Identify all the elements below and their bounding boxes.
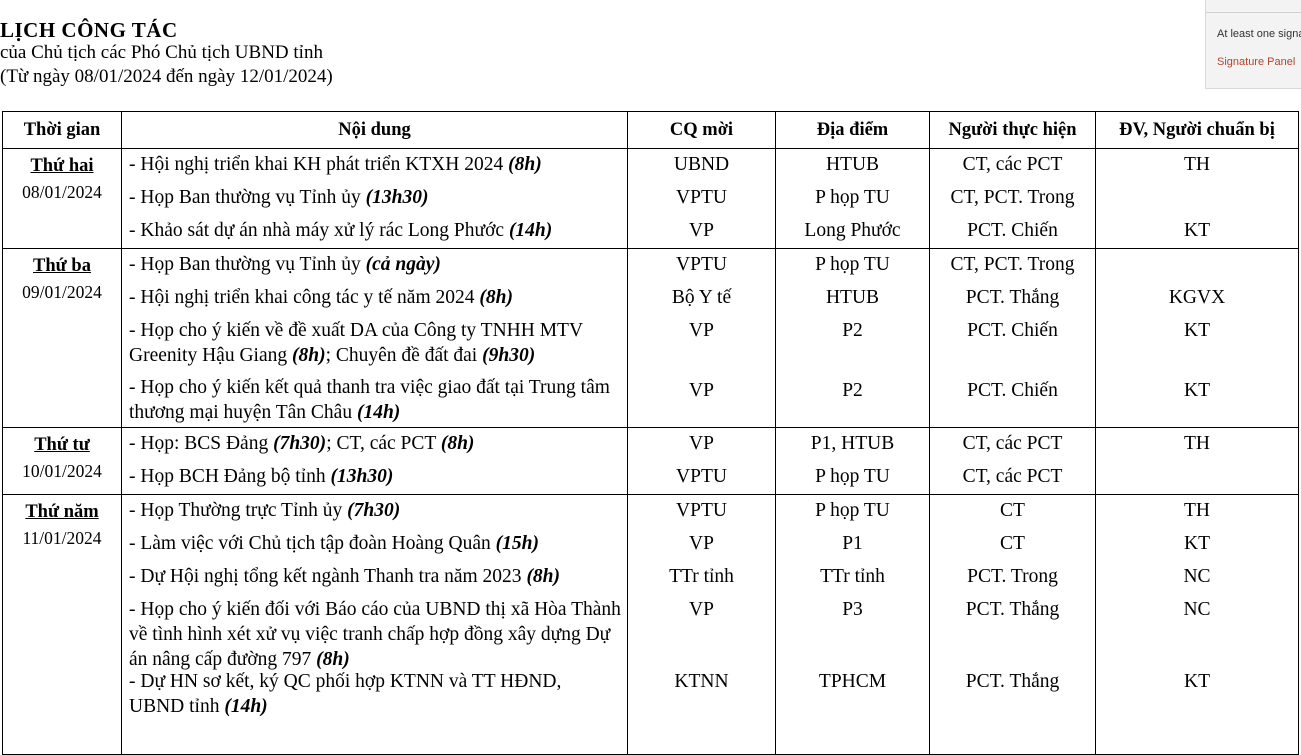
prep-cell: TH KT xyxy=(1095,148,1299,249)
prep-cell: TH KT NC NC KT xyxy=(1095,494,1299,755)
content-cell: - Họp Ban thường vụ Tỉnh ủy (cả ngày) - … xyxy=(121,248,628,428)
day-cell: Thứ ba 09/01/2024 xyxy=(2,248,122,428)
document-title: LỊCH CÔNG TÁC xyxy=(0,18,178,42)
content-cell: - Họp: BCS Đảng (7h30); CT, các PCT (8h)… xyxy=(121,427,628,495)
list-item: - Khảo sát dự án nhà máy xử lý rác Long … xyxy=(129,220,553,241)
person-cell: CT, các PCT CT, các PCT xyxy=(929,427,1096,495)
day-name: Thứ năm xyxy=(25,502,99,522)
place-cell: P họp TU P1 TTr tỉnh P3 TPHCM xyxy=(775,494,930,755)
col-header-inviting-agency: CQ mời xyxy=(627,111,776,149)
col-header-time: Thời gian xyxy=(2,111,122,149)
place-cell: P họp TU HTUB P2 P2 xyxy=(775,248,930,428)
date-range: (Từ ngày 08/01/2024 đến ngày 12/01/2024) xyxy=(0,66,333,87)
org-cell: VPTU Bộ Y tế VP VP xyxy=(627,248,776,428)
day-cell: Thứ tư 10/01/2024 xyxy=(2,427,122,495)
org-cell: VP VPTU xyxy=(627,427,776,495)
prep-cell: KGVX KT KT xyxy=(1095,248,1299,428)
day-date: 09/01/2024 xyxy=(22,282,102,302)
col-header-content: Nội dung xyxy=(121,111,628,149)
list-item: - Làm việc với Chủ tịch tập đoàn Hoàng Q… xyxy=(129,533,539,554)
col-header-preparer: ĐV, Người chuẩn bị xyxy=(1095,111,1299,149)
list-item: - Họp cho ý kiến đối với Báo cáo của UBN… xyxy=(129,599,621,670)
day-cell: Thứ năm 11/01/2024 xyxy=(2,494,122,755)
place-cell: P1, HTUB P họp TU xyxy=(775,427,930,495)
person-cell: CT CT PCT. Trong PCT. Thắng PCT. Thắng xyxy=(929,494,1096,755)
list-item: - Họp cho ý kiến kết quả thanh tra việc … xyxy=(129,377,610,423)
day-date: 10/01/2024 xyxy=(22,461,102,481)
schedule-table: Thời gian Nội dung CQ mời Địa điểm Người… xyxy=(2,111,1299,755)
table-row: Thứ ba 09/01/2024 - Họp Ban thường vụ Tỉ… xyxy=(2,248,1299,428)
list-item: - Dự Hội nghị tổng kết ngành Thanh tra n… xyxy=(129,566,561,587)
day-name: Thứ tư xyxy=(34,435,90,455)
day-name: Thứ ba xyxy=(33,256,91,276)
table-row: Thứ năm 11/01/2024 - Họp Thường trực Tỉn… xyxy=(2,494,1299,755)
list-item: - Họp Ban thường vụ Tỉnh ủy (13h30) xyxy=(129,187,429,208)
panel-divider xyxy=(1206,12,1301,13)
table-header-row: Thời gian Nội dung CQ mời Địa điểm Người… xyxy=(2,111,1299,149)
signature-notification-panel: At least one signature Signature Panel xyxy=(1205,0,1301,89)
content-cell: - Họp Thường trực Tỉnh ủy (7h30) - Làm v… xyxy=(121,494,628,755)
day-name: Thứ hai xyxy=(30,156,94,176)
list-item: - Họp cho ý kiến về đề xuất DA của Công … xyxy=(129,320,583,366)
col-header-executor: Người thực hiện xyxy=(929,111,1096,149)
document-subtitle: của Chủ tịch các Phó Chủ tịch UBND tỉnh xyxy=(0,42,323,63)
col-header-location: Địa điểm xyxy=(775,111,930,149)
signature-notice-text: At least one signature xyxy=(1217,28,1301,40)
prep-cell: TH xyxy=(1095,427,1299,495)
place-cell: HTUB P họp TU Long Phước xyxy=(775,148,930,249)
list-item: - Họp: BCS Đảng (7h30); CT, các PCT (8h) xyxy=(129,433,475,454)
day-date: 08/01/2024 xyxy=(22,182,102,202)
signature-panel-link[interactable]: Signature Panel xyxy=(1217,56,1296,68)
list-item: - Hội nghị triển khai công tác y tế năm … xyxy=(129,287,513,308)
org-cell: UBND VPTU VP xyxy=(627,148,776,249)
day-cell: Thứ hai 08/01/2024 xyxy=(2,148,122,249)
org-cell: VPTU VP TTr tỉnh VP KTNN xyxy=(627,494,776,755)
person-cell: CT, các PCT CT, PCT. Trong PCT. Chiến xyxy=(929,148,1096,249)
table-row: Thứ hai 08/01/2024 - Hội nghị triển khai… xyxy=(2,148,1299,249)
list-item: - Họp Thường trực Tỉnh ủy (7h30) xyxy=(129,500,401,521)
list-item: - Họp BCH Đảng bộ tỉnh (13h30) xyxy=(129,466,394,487)
person-cell: CT, PCT. Trong PCT. Thắng PCT. Chiến PCT… xyxy=(929,248,1096,428)
list-item: - Họp Ban thường vụ Tỉnh ủy (cả ngày) xyxy=(129,254,441,275)
table-row: Thứ tư 10/01/2024 - Họp: BCS Đảng (7h30)… xyxy=(2,427,1299,495)
list-item: - Hội nghị triển khai KH phát triển KTXH… xyxy=(129,154,542,175)
content-cell: - Hội nghị triển khai KH phát triển KTXH… xyxy=(121,148,628,249)
list-item: - Dự HN sơ kết, ký QC phối hợp KTNN và T… xyxy=(129,671,562,717)
day-date: 11/01/2024 xyxy=(22,528,102,548)
